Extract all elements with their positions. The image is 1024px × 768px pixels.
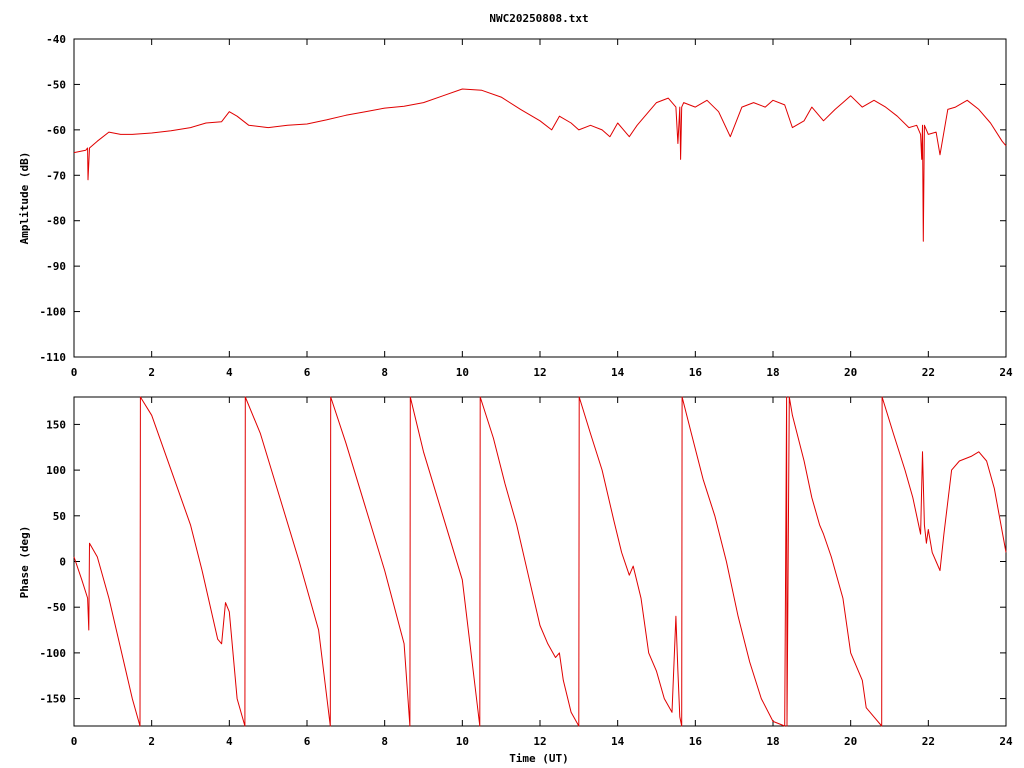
phase-x-tick-label: 8 bbox=[381, 735, 388, 748]
phase-y-tick-label: 50 bbox=[53, 510, 66, 523]
amplitude-y-tick-label: -50 bbox=[46, 78, 66, 91]
phase-x-tick-label: 22 bbox=[922, 735, 935, 748]
time-x-axis-label: Time (UT) bbox=[509, 752, 569, 765]
phase-x-tick-label: 24 bbox=[999, 735, 1013, 748]
amplitude-y-tick-label: -100 bbox=[40, 306, 67, 319]
amplitude-x-tick-label: 0 bbox=[71, 366, 78, 379]
phase-x-tick-label: 12 bbox=[533, 735, 546, 748]
amplitude-x-tick-label: 6 bbox=[304, 366, 311, 379]
phase-x-tick-label: 6 bbox=[304, 735, 311, 748]
amplitude-x-tick-label: 10 bbox=[456, 366, 469, 379]
amplitude-x-tick-label: 2 bbox=[148, 366, 155, 379]
amplitude-x-tick-label: 14 bbox=[611, 366, 625, 379]
phase-x-tick-label: 2 bbox=[148, 735, 155, 748]
phase-x-tick-label: 4 bbox=[226, 735, 233, 748]
amplitude-y-tick-label: -80 bbox=[46, 215, 66, 228]
amplitude-y-tick-label: -60 bbox=[46, 124, 66, 137]
amplitude-x-tick-label: 18 bbox=[766, 366, 779, 379]
phase-y-axis-label: Phase (deg) bbox=[18, 526, 31, 599]
amplitude-y-tick-label: -70 bbox=[46, 169, 66, 182]
phase-x-tick-label: 10 bbox=[456, 735, 469, 748]
amplitude-x-tick-label: 24 bbox=[999, 366, 1013, 379]
phase-x-tick-label: 14 bbox=[611, 735, 625, 748]
phase-y-tick-label: 100 bbox=[46, 464, 66, 477]
phase-panel: 0 2 4 6 8 10 12 14 16 18 20 22 24150100500-50-100-15… bbox=[40, 396, 1013, 748]
phase-x-tick-label: 20 bbox=[844, 735, 857, 748]
amplitude-x-tick-label: 20 bbox=[844, 366, 857, 379]
chart-title: NWC20250808.txt bbox=[489, 12, 588, 25]
phase-y-tick-label: -100 bbox=[40, 647, 67, 660]
phase-x-tick-label: 0 bbox=[71, 735, 78, 748]
amplitude-plot-frame bbox=[73, 38, 1007, 358]
amplitude-panel: 0 2 4 6 8 10 12 14 16 18 20 22 24-40-50-60-70-80-90-… bbox=[40, 33, 1013, 379]
phase-y-tick-label: 0 bbox=[59, 556, 66, 569]
phase-plot-frame bbox=[73, 396, 1007, 727]
phase-series-line bbox=[73, 396, 1007, 727]
amplitude-x-tick-label: 22 bbox=[922, 366, 935, 379]
amplitude-y-tick-label: -40 bbox=[46, 33, 66, 46]
phase-y-tick-label: -50 bbox=[46, 601, 66, 614]
amplitude-x-tick-label: 4 bbox=[226, 366, 233, 379]
amplitude-x-tick-label: 8 bbox=[381, 366, 388, 379]
phase-y-tick-label: -150 bbox=[40, 693, 67, 706]
phase-x-tick-label: 16 bbox=[689, 735, 703, 748]
amplitude-y-tick-label: -110 bbox=[40, 351, 67, 364]
amplitude-x-tick-label: 12 bbox=[533, 366, 546, 379]
phase-x-tick-label: 18 bbox=[766, 735, 779, 748]
amplitude-series-line bbox=[73, 88, 1007, 242]
amplitude-x-tick-label: 16 bbox=[689, 366, 703, 379]
phase-y-tick-label: 150 bbox=[46, 418, 66, 431]
amplitude-y-axis-label: Amplitude (dB) bbox=[18, 152, 31, 245]
amplitude-y-tick-label: -90 bbox=[46, 260, 66, 273]
